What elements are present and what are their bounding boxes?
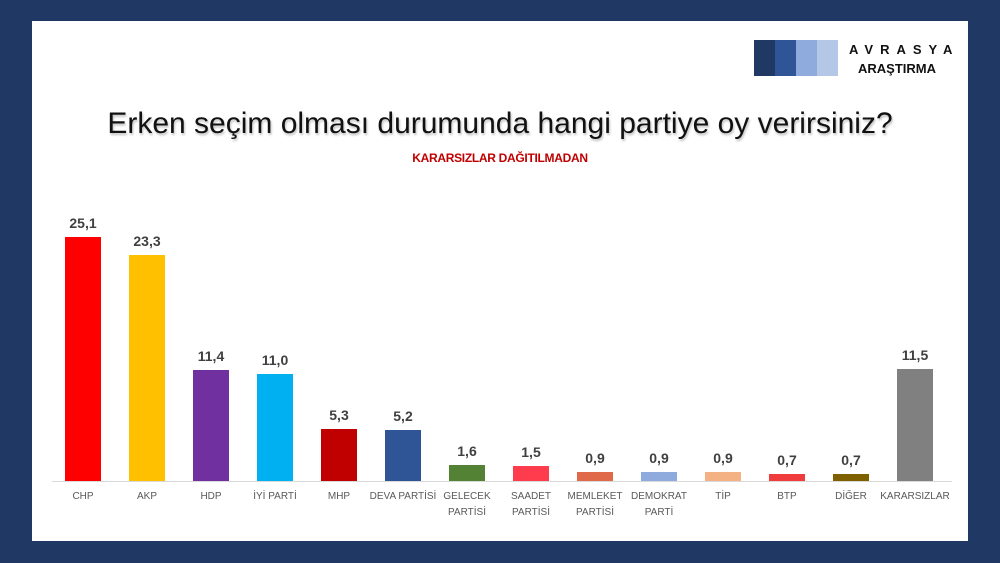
category-label: İYİ PARTİ	[253, 491, 297, 502]
slide-panel: AVRASYA ARAŞTIRMA Erken seçim olması dur…	[32, 21, 968, 541]
bar-value-label: 11,5	[901, 347, 929, 363]
category-label: AKP	[136, 491, 157, 502]
category-label: TİP	[715, 491, 731, 502]
bar-group: 1,6 GELECEK PARTİSİ	[435, 21, 499, 541]
bar	[641, 472, 677, 481]
bar-value-label: 11,0	[261, 352, 289, 368]
category-label: CHP	[72, 491, 94, 502]
bar	[65, 237, 101, 481]
avrasya-logo: AVRASYA ARAŞTIRMA	[754, 40, 954, 80]
bar-group: 0,7 BTP	[755, 21, 819, 541]
category-label: MEMLEKET PARTİSİ	[567, 491, 623, 518]
bar-value-label: 1,6	[457, 443, 477, 459]
bar-value-label: 11,4	[197, 348, 225, 364]
category-label: BTP	[777, 491, 797, 502]
bar-value-label: 0,9	[585, 450, 605, 466]
bar-group: 11,0 İYİ PARTİ	[243, 21, 307, 541]
bar-group: 11,4 HDP	[179, 21, 243, 541]
bar-group: 23,3 AKP	[115, 21, 179, 541]
bar-group: 11,5 KARARSIZLAR	[880, 21, 949, 541]
logo-block-1	[754, 40, 775, 76]
bar-group: 0,9 TİP	[691, 21, 755, 541]
bar-chart: 25,1 CHP 23,3 AKP 11,4 HDP 11,0 İYİ PARTİ 5,3 MHP…	[32, 21, 968, 541]
category-label: GELECEK PARTİSİ	[443, 491, 491, 518]
logo-block-4	[817, 40, 838, 76]
bar	[705, 472, 741, 481]
bar-group: 0,9 MEMLEKET PARTİSİ	[563, 21, 627, 541]
bar	[577, 472, 613, 481]
bar-group: 0,9 DEMOKRAT PARTİ	[627, 21, 691, 541]
logo-block-2	[775, 40, 796, 76]
category-label: DEMOKRAT PARTİ	[631, 491, 687, 518]
category-label: MHP	[327, 491, 351, 502]
bar-group: 5,2 DEVA PARTİSİ	[370, 21, 437, 541]
bar-group: 25,1 CHP	[51, 21, 115, 541]
bar-group: 5,3 MHP	[307, 21, 371, 541]
bar	[833, 474, 869, 481]
chart-title: Erken seçim olması durumunda hangi parti…	[107, 107, 893, 140]
bar-value-label: 23,3	[133, 233, 161, 249]
bar	[897, 369, 933, 481]
x-axis-baseline	[52, 481, 952, 482]
bar-value-label: 0,7	[777, 452, 797, 468]
logo-block-3	[796, 40, 817, 76]
bar-value-label: 0,9	[649, 450, 669, 466]
bar-value-label: 0,9	[713, 450, 733, 466]
logo-name: AVRASYA	[849, 42, 960, 57]
logo-color-blocks	[754, 40, 838, 76]
logo-subtitle: ARAŞTIRMA	[858, 61, 936, 76]
category-label: DEVA PARTİSİ	[369, 491, 437, 502]
category-label: KARARSIZLAR	[880, 491, 950, 502]
bar	[385, 430, 421, 481]
chart-subtitle: KARARSIZLAR DAĞITILMADAN	[412, 151, 588, 165]
bar-value-label: 25,1	[69, 215, 97, 231]
category-label: SAADET PARTİSİ	[510, 491, 551, 518]
bar	[129, 255, 165, 481]
bar-value-label: 1,5	[521, 444, 541, 460]
bar	[513, 466, 549, 481]
bar	[769, 474, 805, 481]
bar	[449, 465, 485, 481]
bar	[193, 370, 229, 481]
bar-value-label: 0,7	[841, 452, 861, 468]
bar-group: 0,7 DİĞER	[819, 21, 883, 541]
category-label: HDP	[200, 491, 222, 502]
category-label: DİĞER	[835, 491, 867, 502]
bar	[257, 374, 293, 481]
bar	[321, 429, 357, 481]
bar-value-label: 5,2	[393, 408, 413, 424]
bar-value-label: 5,3	[329, 407, 349, 423]
bar-group: 1,5 SAADET PARTİSİ	[499, 21, 563, 541]
